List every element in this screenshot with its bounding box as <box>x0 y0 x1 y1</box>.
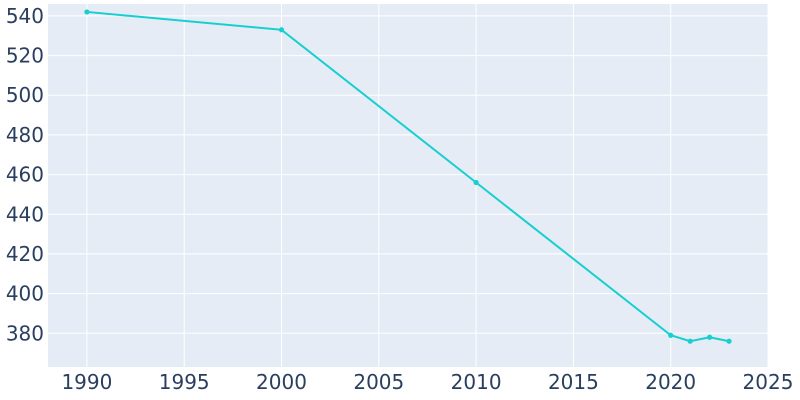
y-tick-label: 400 <box>6 282 44 306</box>
data-point-marker <box>84 9 90 15</box>
y-axis-tick-labels: 380 400 420 440 460 480 500 520 540 <box>6 4 44 345</box>
x-tick-label: 1995 <box>159 370 210 394</box>
x-tick-label: 2010 <box>451 370 502 394</box>
data-point-marker <box>668 332 674 338</box>
x-gridlines <box>86 4 769 367</box>
x-tick-label: 2025 <box>743 370 794 394</box>
x-tick-label: 2005 <box>353 370 404 394</box>
data-point-marker <box>707 334 713 340</box>
y-tick-label: 380 <box>6 321 44 345</box>
x-axis-tick-labels: 1990 1995 2000 2005 2010 2015 2020 2025 <box>61 370 793 394</box>
y-gridlines <box>48 15 768 334</box>
y-tick-label: 420 <box>6 242 44 266</box>
x-tick-label: 2020 <box>645 370 696 394</box>
y-tick-label: 540 <box>6 4 44 28</box>
plot-background <box>48 4 768 367</box>
y-tick-label: 460 <box>6 163 44 187</box>
x-tick-label: 2015 <box>548 370 599 394</box>
data-point-marker <box>687 338 693 344</box>
x-tick-label: 2000 <box>256 370 307 394</box>
y-tick-label: 520 <box>6 44 44 68</box>
y-tick-label: 480 <box>6 123 44 147</box>
x-tick-label: 1990 <box>61 370 112 394</box>
data-point-marker <box>278 27 285 33</box>
data-markers <box>84 9 732 344</box>
y-tick-label: 500 <box>6 83 44 107</box>
y-tick-label: 440 <box>6 202 44 226</box>
data-point-marker <box>726 338 732 344</box>
data-point-marker <box>473 179 479 186</box>
